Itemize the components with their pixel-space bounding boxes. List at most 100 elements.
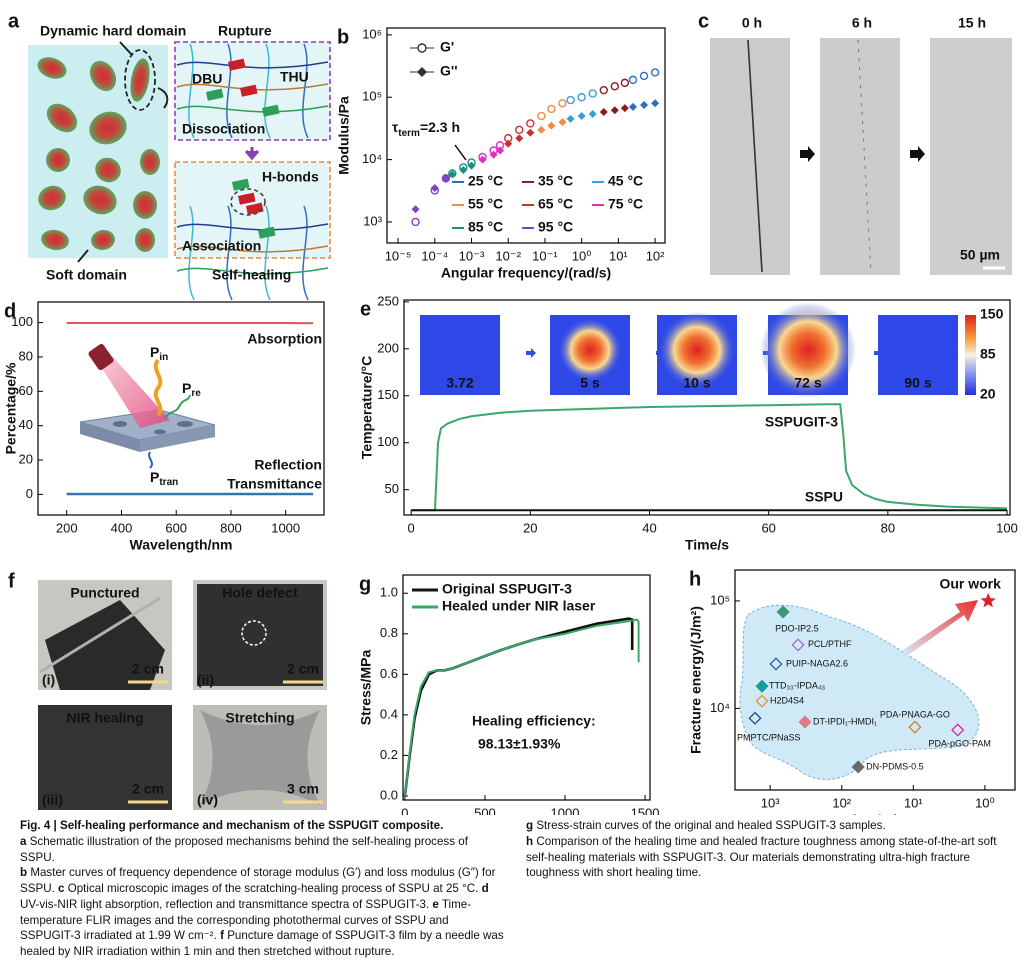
- item-text: Time-temperature FLIR images and the cor…: [20, 897, 472, 943]
- caption-item: d UV-vis-NIR light absorption, reflectio…: [20, 882, 489, 911]
- panel-label: b: [337, 26, 349, 48]
- storage-point: [639, 71, 649, 81]
- label: Dissociation: [182, 121, 265, 137]
- loss-point: [496, 146, 505, 155]
- item-text: Schematic illustration of the proposed m…: [20, 834, 468, 864]
- caption-item: e Time-temperature FLIR images and the c…: [20, 898, 471, 943]
- storage-point: [547, 104, 556, 114]
- loss-point: [489, 150, 498, 159]
- x-tick-label: 10¹: [904, 795, 923, 810]
- arrow: [77, 249, 89, 263]
- film: [197, 584, 323, 686]
- x-tick-label: 200: [56, 520, 78, 535]
- colorbar-tick-label: 150: [980, 306, 1004, 322]
- y-tick-label: 50: [385, 481, 399, 496]
- point-label: Our work: [939, 576, 1001, 592]
- film: [45, 600, 165, 690]
- loss-point: [526, 128, 535, 137]
- hard-domain: [133, 191, 157, 219]
- pore: [154, 429, 166, 435]
- chain: [188, 205, 195, 301]
- scale-label: 2 cm: [132, 661, 164, 677]
- y-axis-label: Stress/MPa: [358, 650, 374, 726]
- scratch: [857, 39, 872, 273]
- storage-point: [599, 85, 608, 95]
- colorbar-tick-label: 20: [980, 386, 996, 402]
- storage-point: [537, 111, 546, 121]
- inset-label-base: P: [182, 380, 191, 396]
- photo-title: Stretching: [225, 710, 294, 726]
- series-label: Absorption: [247, 331, 322, 347]
- y-axis-label: Modulus/Pa: [336, 96, 352, 175]
- annotation-text: =2.3 h: [420, 119, 460, 135]
- film-side: [140, 425, 215, 452]
- legend-label: 35 °C: [538, 173, 573, 189]
- loss-point: [459, 166, 468, 175]
- x-tick-label: 0: [401, 805, 408, 815]
- x-tick-label: 800: [220, 520, 242, 535]
- loss-point: [588, 109, 597, 118]
- hard-domain: [140, 149, 160, 175]
- y-axis-label: Fracture energy/(J/m²): [688, 606, 704, 754]
- storage-point: [526, 119, 535, 128]
- item-letter: b: [20, 866, 28, 880]
- hot-spot: [760, 302, 856, 398]
- x-tick-label: 10²: [832, 795, 851, 810]
- bond-group: [232, 178, 250, 191]
- panel-label: g: [359, 573, 371, 595]
- loss-point: [448, 170, 457, 179]
- annotation-subscript: term: [398, 128, 420, 139]
- loss-point: [467, 161, 476, 170]
- point: [748, 711, 762, 725]
- legend-label: 55 °C: [468, 196, 503, 212]
- hard-domain: [95, 157, 121, 183]
- chain: [226, 205, 233, 301]
- chain: [188, 43, 195, 139]
- annotation: 98.13±1.93%: [478, 736, 561, 752]
- annotation-symbol: τ: [392, 119, 399, 135]
- point-label: DN-PDMS-0.5: [866, 761, 924, 771]
- x-tick-label: 10⁻⁵: [385, 248, 412, 263]
- caption-item: c Optical microscopic images of the scra…: [58, 882, 478, 895]
- hard-domains: [37, 57, 160, 252]
- legend-label: 75 °C: [608, 196, 643, 212]
- point: [776, 605, 790, 619]
- hot-spot: [558, 318, 622, 382]
- series-label: Transmittance: [227, 476, 322, 492]
- loss-point: [478, 155, 487, 164]
- photo-title: Hole defect: [222, 585, 298, 601]
- thermal-label: 3.72: [446, 375, 473, 391]
- time-label: 0 h: [742, 15, 762, 31]
- figure-number: Fig. 4 |: [20, 819, 57, 832]
- plot-frame: [386, 27, 666, 244]
- chain: [176, 83, 329, 91]
- lamp: [88, 344, 114, 370]
- pore: [177, 421, 193, 427]
- loss-point: [430, 184, 439, 193]
- point-label: PCL/PTHF: [808, 639, 852, 649]
- storage-point: [620, 78, 630, 88]
- x-tick-label: 10⁻⁴: [421, 248, 448, 263]
- y-tick-label: 0.6: [380, 666, 398, 681]
- photo-index: (ii): [197, 672, 214, 688]
- x-axis-label: Time/s: [685, 537, 729, 553]
- point: [851, 760, 865, 774]
- annotation: τterm=2.3 h: [392, 119, 460, 139]
- label: Rupture: [218, 23, 272, 39]
- point: [980, 592, 996, 608]
- item-letter: c: [58, 882, 65, 896]
- label: Association: [182, 238, 261, 254]
- point-label: DT-IPDI₁-HMDI₁: [813, 716, 877, 726]
- x-tick-label: 10⁻³: [459, 248, 485, 263]
- bond-group: [206, 88, 224, 101]
- line: [411, 403, 1008, 512]
- time-label: 15 h: [958, 15, 986, 31]
- storage-point: [558, 99, 567, 108]
- x-tick-label: 10⁰: [975, 795, 995, 810]
- bond-group: [262, 104, 280, 117]
- y-tick-label: 200: [377, 340, 399, 355]
- item-text: Master curves of frequency dependence of…: [20, 866, 496, 896]
- x-tick-label: 10³: [761, 795, 780, 810]
- item-letter: f: [220, 929, 224, 943]
